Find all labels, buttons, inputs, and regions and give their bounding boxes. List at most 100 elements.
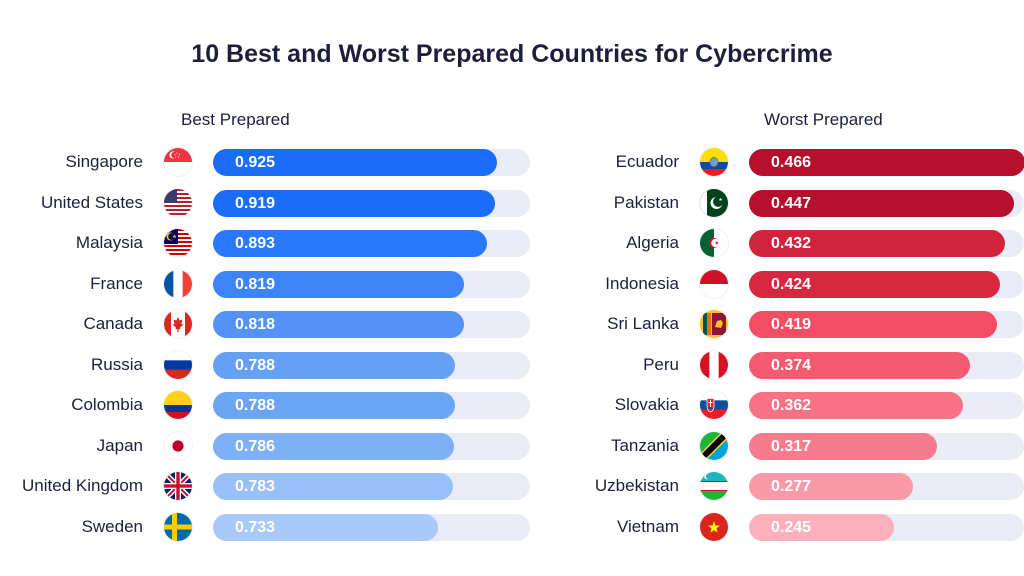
worst-row-algeria: Algeria 0.432: [0, 229, 1024, 259]
country-label: Colombia: [71, 395, 143, 414]
bar-colombia: 0.788: [213, 392, 455, 419]
bar-track: 0.919: [213, 190, 530, 217]
country-label: Vietnam: [616, 517, 679, 536]
bar-track: 0.447: [749, 190, 1024, 217]
best-row-sweden: Sweden 0.733: [0, 513, 1024, 543]
bar-russia: 0.788: [213, 352, 455, 379]
bar-vietnam: 0.245: [749, 514, 894, 541]
bar-track: 0.419: [749, 311, 1024, 338]
bar-singapore: 0.925: [213, 149, 497, 176]
bar-value-label: 0.277: [771, 478, 812, 495]
best-row-russia: Russia 0.788: [0, 351, 1024, 381]
country-label: Slovakia: [614, 395, 679, 414]
bar-track: 0.818: [213, 311, 530, 338]
bar-track: 0.424: [749, 271, 1024, 298]
sri-lanka-flag-icon: [700, 310, 728, 338]
bar-value-label: 0.788: [235, 397, 276, 414]
bar-value-label: 0.818: [235, 316, 276, 333]
country-label: Tanzania: [610, 436, 679, 455]
best-row-canada: Canada 0.818: [0, 310, 1024, 340]
bar-value-label: 0.317: [771, 438, 812, 455]
best-row-malaysia: Malaysia 0.893: [0, 229, 1024, 259]
country-label: Algeria: [626, 233, 679, 252]
peru-flag-icon: [700, 351, 728, 379]
bar-uzbekistan: 0.277: [749, 473, 913, 500]
country-label: Ecuador: [615, 152, 679, 171]
algeria-flag-icon: [700, 229, 728, 257]
country-label: Japan: [96, 436, 143, 455]
united-states-flag-icon: [164, 189, 192, 217]
bar-france: 0.819: [213, 271, 464, 298]
country-label: Canada: [83, 314, 143, 333]
bar-value-label: 0.432: [771, 235, 812, 252]
bar-track: 0.245: [749, 514, 1024, 541]
best-row-singapore: Singapore 0.925: [0, 148, 1024, 178]
ecuador-flag-icon: [700, 148, 728, 176]
malaysia-flag-icon: [164, 229, 192, 257]
bar-value-label: 0.374: [771, 357, 812, 374]
best-row-colombia: Colombia 0.788: [0, 391, 1024, 421]
uzbekistan-flag-icon: [700, 472, 728, 500]
worst-row-peru: Peru 0.374: [0, 351, 1024, 381]
bar-canada: 0.818: [213, 311, 464, 338]
country-label: Indonesia: [605, 274, 679, 293]
bar-value-label: 0.245: [771, 519, 812, 536]
worst-prepared-title: Worst Prepared: [764, 110, 883, 129]
country-label: Russia: [91, 355, 143, 374]
bar-algeria: 0.432: [749, 230, 1005, 257]
bar-track: 0.362: [749, 392, 1024, 419]
country-label: Singapore: [65, 152, 143, 171]
country-label: Uzbekistan: [594, 476, 679, 495]
worst-row-tanzania: Tanzania 0.317: [0, 432, 1024, 462]
country-label: United Kingdom: [22, 476, 143, 495]
country-label: France: [90, 274, 143, 293]
singapore-flag-icon: [164, 148, 192, 176]
country-label: United States: [40, 193, 143, 212]
worst-row-pakistan: Pakistan 0.447: [0, 189, 1024, 219]
bar-value-label: 0.788: [235, 357, 276, 374]
bar-value-label: 0.819: [235, 276, 276, 293]
worst-row-vietnam: Vietnam 0.245: [0, 513, 1024, 543]
bar-united-kingdom: 0.783: [213, 473, 453, 500]
bar-value-label: 0.362: [771, 397, 812, 414]
bar-value-label: 0.733: [235, 519, 276, 536]
canada-flag-icon: [164, 310, 192, 338]
bar-malaysia: 0.893: [213, 230, 487, 257]
bar-japan: 0.786: [213, 433, 454, 460]
country-label: Sweden: [81, 517, 143, 536]
worst-row-indonesia: Indonesia 0.424: [0, 270, 1024, 300]
bar-sweden: 0.733: [213, 514, 438, 541]
worst-row-sri-lanka: Sri Lanka 0.419: [0, 310, 1024, 340]
best-prepared-title: Best Prepared: [181, 110, 290, 129]
bar-value-label: 0.919: [235, 195, 276, 212]
bar-track: 0.374: [749, 352, 1024, 379]
bar-slovakia: 0.362: [749, 392, 963, 419]
chart-title: 10 Best and Worst Prepared Countries for…: [191, 40, 833, 68]
tanzania-flag-icon: [700, 432, 728, 460]
bar-value-label: 0.786: [235, 438, 276, 455]
best-row-united-kingdom: United Kingdom 0.783: [0, 472, 1024, 502]
bar-track: 0.733: [213, 514, 530, 541]
bar-track: 0.819: [213, 271, 530, 298]
best-row-japan: Japan 0.786: [0, 432, 1024, 462]
bar-track: 0.925: [213, 149, 530, 176]
bar-value-label: 0.925: [235, 154, 276, 171]
bar-track: 0.466: [749, 149, 1024, 176]
bar-track: 0.783: [213, 473, 530, 500]
bar-value-label: 0.419: [771, 316, 812, 333]
bar-indonesia: 0.424: [749, 271, 1000, 298]
slovakia-flag-icon: [700, 391, 728, 419]
bar-value-label: 0.893: [235, 235, 276, 252]
worst-row-ecuador: Ecuador 0.466: [0, 148, 1024, 178]
bar-track: 0.893: [213, 230, 530, 257]
colombia-flag-icon: [164, 391, 192, 419]
bar-tanzania: 0.317: [749, 433, 937, 460]
bar-pakistan: 0.447: [749, 190, 1014, 217]
japan-flag-icon: [164, 432, 192, 460]
bar-value-label: 0.466: [771, 154, 812, 171]
country-label: Sri Lanka: [607, 314, 679, 333]
bar-sri-lanka: 0.419: [749, 311, 997, 338]
pakistan-flag-icon: [700, 189, 728, 217]
bar-value-label: 0.447: [771, 195, 812, 212]
bar-track: 0.786: [213, 433, 530, 460]
